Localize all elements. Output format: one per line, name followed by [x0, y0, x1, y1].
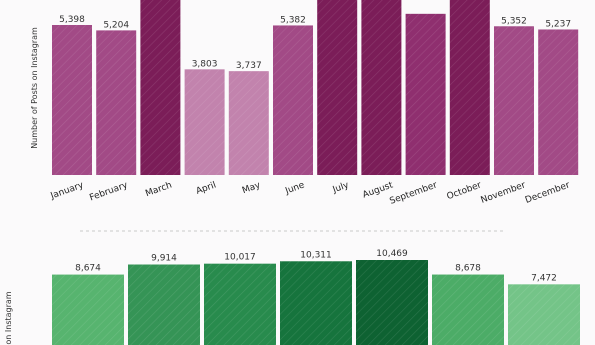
- x-tick-label: July: [331, 180, 351, 196]
- data-label: 5,398: [59, 15, 85, 25]
- x-tick-label: November: [480, 180, 528, 206]
- y-axis-title: Number of Posts on Instagram: [30, 27, 39, 149]
- data-label: 8,678: [455, 264, 481, 274]
- data-label: 3,737: [236, 61, 262, 71]
- x-tick-label: October: [446, 180, 484, 202]
- bar-texture: [449, 0, 490, 175]
- bar-texture: [52, 274, 124, 345]
- data-label: 10,311: [300, 250, 332, 260]
- x-tick-label: June: [283, 180, 306, 197]
- bar-texture: [494, 26, 534, 175]
- bar-texture: [317, 0, 358, 175]
- data-label: 10,469: [376, 249, 408, 259]
- y-axis-title: on Instagram: [4, 291, 13, 344]
- bar-texture: [361, 0, 402, 175]
- x-tick-label: March: [144, 180, 173, 199]
- bar-texture: [204, 263, 276, 345]
- bar-texture: [356, 260, 428, 345]
- bar-texture: [184, 69, 225, 175]
- bar-texture: [432, 274, 504, 345]
- x-tick-label: January: [49, 180, 86, 202]
- bar-texture: [508, 284, 580, 345]
- x-tick-label: April: [195, 180, 218, 196]
- x-tick-label: May: [241, 180, 263, 196]
- data-label: 9,914: [151, 254, 177, 264]
- x-tick-label: December: [524, 180, 572, 205]
- data-label: 7,472: [531, 273, 557, 283]
- data-label: 10,017: [224, 253, 256, 263]
- bar-texture: [228, 71, 269, 175]
- bar-texture: [405, 13, 446, 176]
- data-label: 5,237: [545, 19, 571, 29]
- data-label: 5,352: [501, 16, 527, 26]
- bar-texture: [280, 261, 352, 345]
- green-bars-chart: on Instagram 8,674 9,914 10,017 10,311 10,469…: [4, 249, 580, 345]
- bar-texture: [140, 0, 181, 175]
- bar-texture: [52, 25, 92, 175]
- monthly-posts-chart: Number of Posts on Instagram 5,398 January…: [30, 0, 579, 207]
- data-label: 5,382: [280, 15, 306, 25]
- data-label: 5,204: [103, 20, 129, 30]
- bar-texture: [273, 25, 313, 175]
- data-label: 8,674: [75, 264, 101, 274]
- x-tick-label: February: [88, 180, 130, 203]
- bar-texture: [538, 29, 579, 176]
- data-label: 3,803: [192, 59, 218, 69]
- bar-texture: [96, 30, 137, 176]
- x-tick-label: September: [388, 180, 438, 207]
- bar-texture: [128, 264, 200, 345]
